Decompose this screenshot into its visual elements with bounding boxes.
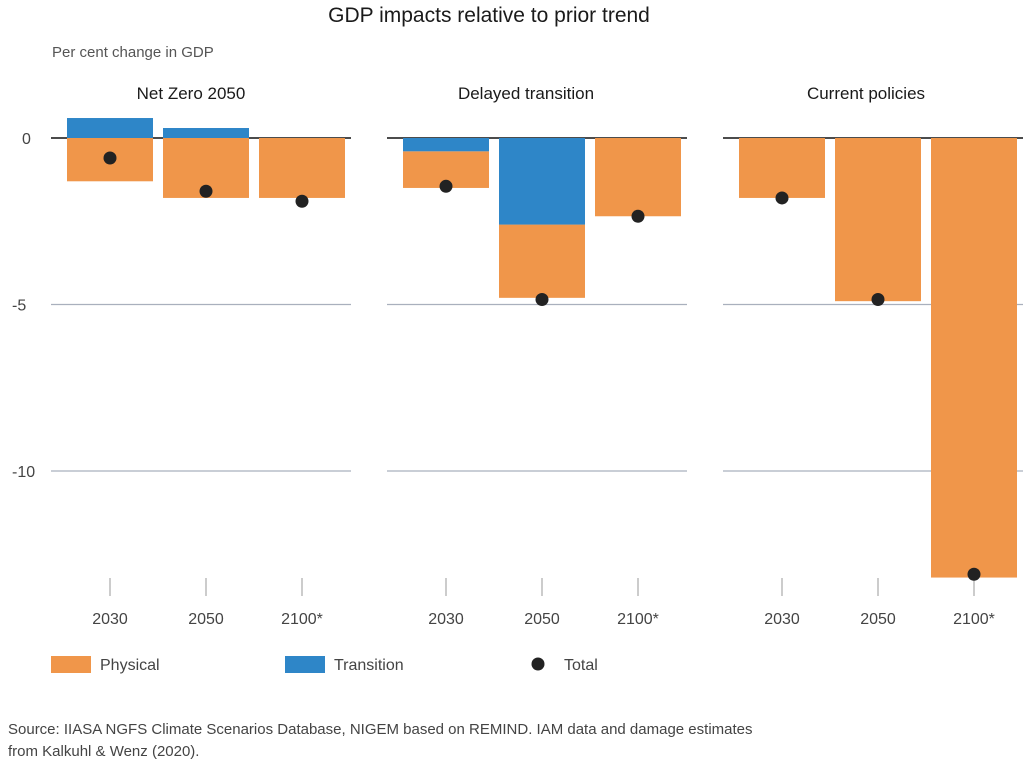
bar-transition	[163, 128, 249, 138]
source-line-1: Source: IIASA NGFS Climate Scenarios Dat…	[8, 721, 753, 738]
legend-swatch-transition	[285, 656, 325, 673]
legend-label-total: Total	[564, 657, 598, 674]
panel-current-policies: Current policies 2030 2050 2100*	[739, 84, 1017, 628]
panel-net-zero-2050: Net Zero 2050 2030 2050 2100*	[67, 84, 345, 628]
bar-physical	[931, 138, 1017, 578]
total-marker	[631, 209, 645, 223]
bar-transition	[67, 118, 153, 138]
total-marker	[439, 179, 453, 193]
y-tick-label: 0	[22, 131, 31, 148]
category-label: 2050	[524, 611, 560, 628]
bar-transition	[403, 138, 489, 152]
category-label: 2050	[188, 611, 224, 628]
category-label: 2030	[92, 611, 128, 628]
panel-delayed-transition: Delayed transition 2030 2050 2100*	[403, 84, 681, 628]
bar-physical	[595, 138, 681, 217]
y-tick-label: -5	[12, 298, 26, 315]
category-label: 2030	[764, 611, 800, 628]
panel-title: Net Zero 2050	[137, 84, 246, 103]
total-marker	[199, 184, 213, 198]
bar-physical	[259, 138, 345, 198]
total-marker	[103, 151, 117, 165]
y-axis-ticks: 0 -5 -10	[12, 131, 35, 481]
bar-physical	[499, 224, 585, 298]
total-marker	[295, 194, 309, 208]
total-marker	[967, 567, 981, 581]
bar-physical	[739, 138, 825, 198]
legend-marker-total	[531, 657, 545, 671]
legend-label-transition: Transition	[334, 657, 404, 674]
chart-title: GDP impacts relative to prior trend	[328, 4, 650, 27]
total-marker	[871, 293, 885, 307]
category-label: 2100*	[953, 611, 995, 628]
legend: Physical Transition Total	[51, 656, 598, 674]
bar-transition	[499, 138, 585, 225]
legend-label-physical: Physical	[100, 657, 160, 674]
category-label: 2100*	[281, 611, 323, 628]
category-label: 2100*	[617, 611, 659, 628]
y-tick-label: -10	[12, 464, 35, 481]
source-line-2: from Kalkuhl & Wenz (2020).	[8, 743, 199, 760]
bar-physical	[835, 138, 921, 302]
total-marker	[775, 191, 789, 205]
category-label: 2030	[428, 611, 464, 628]
legend-swatch-physical	[51, 656, 91, 673]
total-marker	[535, 293, 549, 307]
panel-title: Delayed transition	[458, 84, 594, 103]
category-label: 2050	[860, 611, 896, 628]
y-axis-label: Per cent change in GDP	[52, 44, 214, 61]
panel-title: Current policies	[807, 84, 925, 103]
